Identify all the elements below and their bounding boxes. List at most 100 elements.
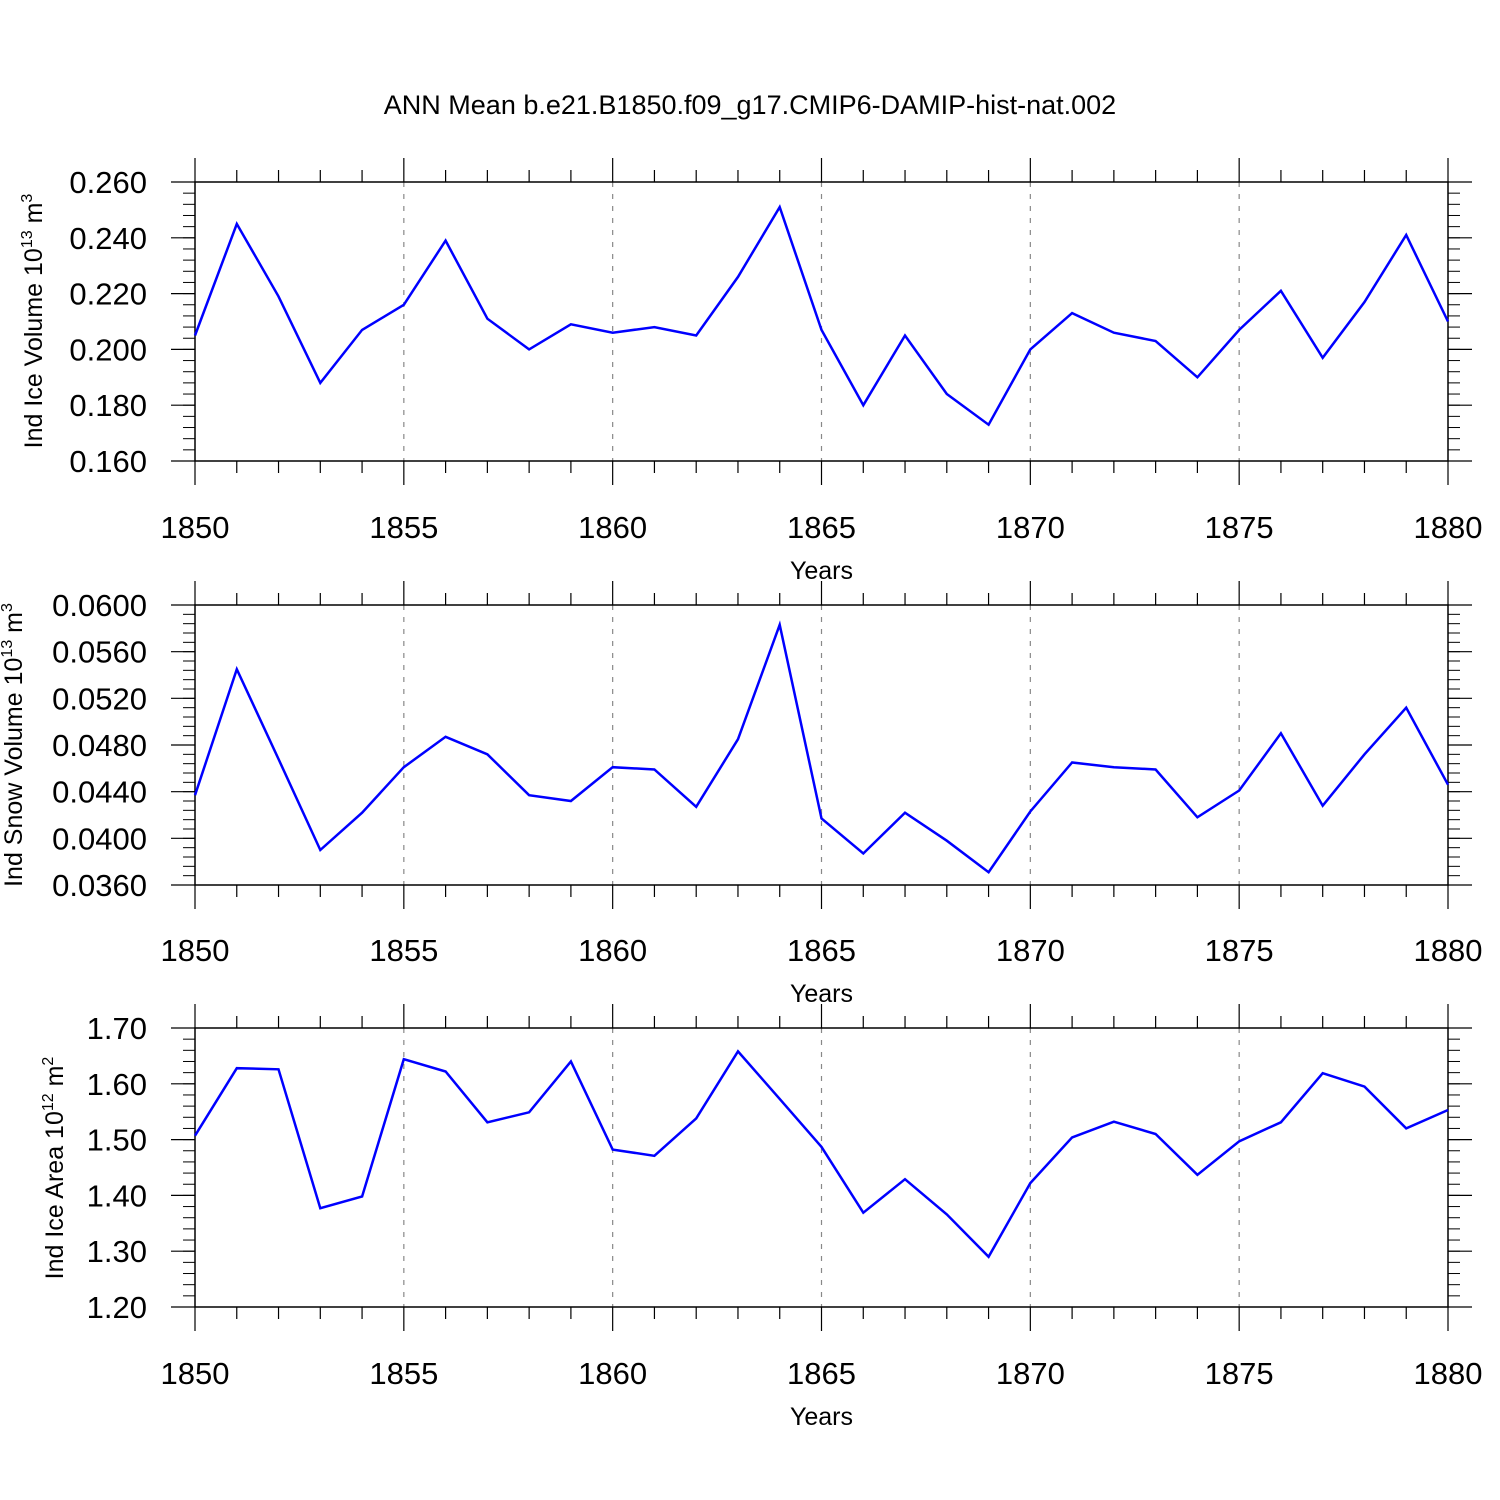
y-tick-label: 0.0400 <box>52 821 147 856</box>
data-point <box>486 1121 488 1123</box>
data-point <box>403 1058 405 1060</box>
data-point <box>1113 766 1115 768</box>
data-point <box>1238 329 1240 331</box>
data-point <box>1196 1174 1198 1176</box>
data-point <box>444 736 446 738</box>
data-point <box>1071 312 1073 314</box>
data-point <box>528 794 530 796</box>
x-tick-label: 1855 <box>369 510 438 545</box>
data-point <box>779 1098 781 1100</box>
data-point <box>361 329 363 331</box>
data-point <box>1322 357 1324 359</box>
data-point <box>820 817 822 819</box>
x-tick-label: 1880 <box>1414 933 1483 968</box>
data-point <box>1113 331 1115 333</box>
data-point <box>1071 1136 1073 1138</box>
data-point <box>1363 301 1365 303</box>
data-point <box>1196 376 1198 378</box>
data-point <box>528 1111 530 1113</box>
x-tick-label: 1865 <box>787 510 856 545</box>
data-point <box>1238 789 1240 791</box>
data-point <box>361 1195 363 1197</box>
plot-frame <box>194 181 1449 462</box>
plot-frame <box>194 604 1449 886</box>
data-point <box>695 806 697 808</box>
data-point <box>194 334 196 336</box>
data-point <box>737 738 739 740</box>
y-tick-label: 0.0440 <box>52 775 147 810</box>
data-point <box>1447 320 1449 322</box>
data-point <box>904 811 906 813</box>
y-tick-label: 0.180 <box>69 388 147 423</box>
data-point <box>611 1148 613 1150</box>
data-point <box>1322 804 1324 806</box>
data-point <box>695 1117 697 1119</box>
data-point <box>1363 753 1365 755</box>
y-tick-label: 1.30 <box>87 1234 147 1269</box>
data-point <box>319 849 321 851</box>
data-point <box>1238 1140 1240 1142</box>
x-axis-title: Years <box>790 557 853 585</box>
x-axis-title: Years <box>790 980 853 1008</box>
data-point <box>862 852 864 854</box>
data-point <box>987 871 989 873</box>
data-point <box>1322 1072 1324 1074</box>
data-point <box>1447 783 1449 785</box>
data-point <box>319 1207 321 1209</box>
x-tick-label: 1850 <box>161 510 230 545</box>
x-tick-label: 1850 <box>161 1356 230 1391</box>
x-tick-label: 1860 <box>578 1356 647 1391</box>
data-point <box>319 382 321 384</box>
y-tick-label: 0.0480 <box>52 728 147 763</box>
x-tick-label: 1860 <box>578 510 647 545</box>
y-tick-label: 0.0520 <box>52 681 147 716</box>
data-point <box>277 295 279 297</box>
x-tick-label: 1875 <box>1205 1356 1274 1391</box>
data-point <box>1280 1121 1282 1123</box>
y-axis-title: Ind Ice Area 1012 m2 <box>40 1057 69 1280</box>
data-point <box>820 1146 822 1148</box>
data-point <box>570 323 572 325</box>
plot-frame <box>194 1027 1449 1308</box>
data-point <box>486 753 488 755</box>
series-line <box>193 1049 1449 1259</box>
data-point <box>611 331 613 333</box>
data-point <box>236 1067 238 1069</box>
data-point <box>236 668 238 670</box>
x-tick-label: 1870 <box>996 933 1065 968</box>
x-tick-label: 1855 <box>369 1356 438 1391</box>
series-line <box>193 204 1450 427</box>
y-tick-label: 1.20 <box>87 1290 147 1325</box>
data-point <box>1405 706 1407 708</box>
y-tick-label: 0.0600 <box>52 588 147 623</box>
panel-3: 1.20 1.30 1.40 1.50 1.60 1.70 1850 1855 1860 1865… <box>40 1004 1482 1431</box>
data-point <box>1447 1109 1449 1111</box>
x-tick-label: 1860 <box>578 933 647 968</box>
data-point <box>862 1211 864 1213</box>
data-point <box>361 811 363 813</box>
data-point <box>695 334 697 336</box>
y-axis-title: Ind Ice Volume 1013 m3 <box>19 194 48 449</box>
data-point <box>779 624 781 626</box>
y-tick-label: 0.0360 <box>52 868 147 903</box>
x-tick-label: 1875 <box>1205 510 1274 545</box>
data-point <box>653 326 655 328</box>
data-point <box>194 794 196 796</box>
data-point <box>1029 1182 1031 1184</box>
series-line <box>193 620 1450 874</box>
x-tick-label: 1880 <box>1414 510 1483 545</box>
data-point <box>570 1060 572 1062</box>
data-point <box>1071 761 1073 763</box>
data-point <box>1196 816 1198 818</box>
data-point <box>1363 1085 1365 1087</box>
x-tick-label: 1865 <box>787 1356 856 1391</box>
data-point <box>946 839 948 841</box>
data-point <box>570 800 572 802</box>
data-point <box>820 329 822 331</box>
data-point <box>444 239 446 241</box>
data-point <box>528 348 530 350</box>
x-tick-label: 1870 <box>996 1356 1065 1391</box>
data-point <box>403 766 405 768</box>
data-point <box>779 206 781 208</box>
